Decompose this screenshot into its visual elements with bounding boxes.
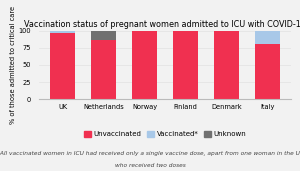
Bar [50,31,75,33]
Y-axis label: % of those admitted to critical care: % of those admitted to critical care [10,6,16,124]
Bar [255,31,280,44]
Bar [50,33,75,99]
Bar [132,31,157,99]
Text: who received two doses: who received two doses [115,163,185,168]
Text: * All vaccinated women in ICU had received only a single vaccine dose, apart fro: * All vaccinated women in ICU had receiv… [0,152,300,156]
Bar [214,31,238,99]
Bar [92,31,116,40]
Bar [92,40,116,99]
Title: Vaccination status of pregnant women admitted to ICU with COVID-19: Vaccination status of pregnant women adm… [24,20,300,29]
Legend: Unvaccinated, Vaccinated*, Unknown: Unvaccinated, Vaccinated*, Unknown [81,129,249,140]
Bar [255,44,280,99]
Bar [173,31,198,99]
